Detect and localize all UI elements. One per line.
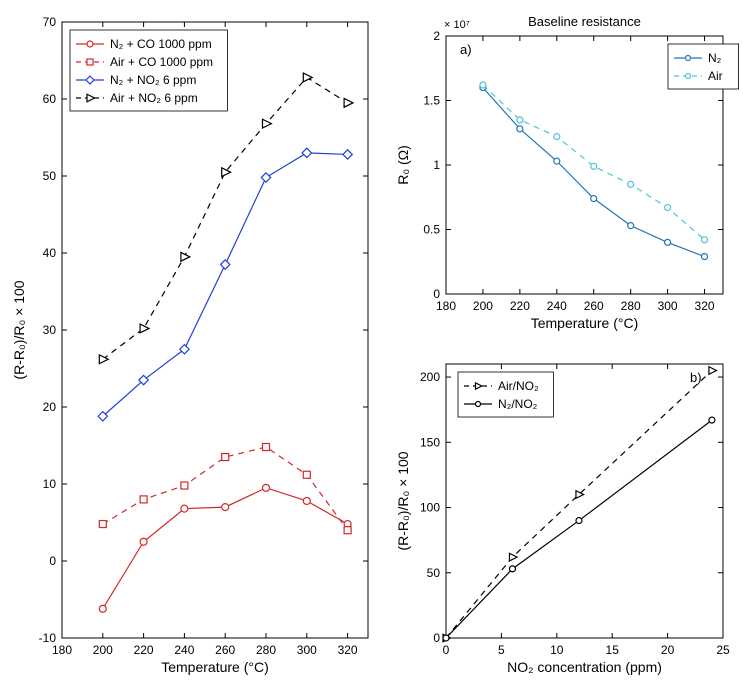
svg-text:1: 1 [433, 158, 440, 172]
svg-text:NO₂ concentration (ppm): NO₂ concentration (ppm) [507, 659, 662, 675]
svg-text:10: 10 [550, 643, 564, 657]
svg-text:(R-R₀)/R₀ × 100: (R-R₀)/R₀ × 100 [11, 280, 27, 379]
svg-text:50: 50 [427, 566, 441, 580]
svg-text:× 10⁷: × 10⁷ [444, 19, 470, 31]
svg-text:(R-R₀)/R₀ × 100: (R-R₀)/R₀ × 100 [395, 451, 411, 550]
svg-text:180: 180 [52, 643, 72, 657]
svg-text:Air + CO 1000 ppm: Air + CO 1000 ppm [110, 55, 213, 69]
svg-text:10: 10 [43, 477, 57, 491]
svg-text:30: 30 [43, 323, 57, 337]
svg-text:60: 60 [43, 92, 57, 106]
left-chart: 180 200 220 240 260 280 300 320 -10 0 10 20 30 40 50 60… [0, 0, 380, 688]
svg-text:240: 240 [174, 643, 194, 657]
svg-text:320: 320 [338, 643, 358, 657]
svg-text:N₂: N₂ [708, 51, 722, 65]
svg-text:280: 280 [621, 299, 641, 313]
svg-text:0.5: 0.5 [423, 223, 440, 237]
svg-text:0: 0 [433, 631, 440, 645]
svg-text:150: 150 [420, 435, 440, 449]
svg-text:200: 200 [420, 370, 440, 384]
svg-text:100: 100 [420, 501, 440, 515]
svg-text:Air: Air [708, 69, 723, 83]
svg-text:300: 300 [658, 299, 678, 313]
right-bottom-chart: 0 5 10 15 20 25 0 50 100 150 200 NO₂ concentration … [380, 344, 743, 688]
svg-text:20: 20 [661, 643, 675, 657]
figure-container: 180200220240260280300320-100102030405060… [0, 0, 743, 688]
svg-text:220: 220 [510, 299, 530, 313]
svg-text:N₂ + CO 1000 ppm: N₂ + CO 1000 ppm [110, 37, 212, 51]
svg-text:a): a) [460, 42, 472, 57]
svg-text:240: 240 [547, 299, 567, 313]
svg-text:70: 70 [43, 15, 57, 29]
svg-text:180: 180 [436, 299, 456, 313]
svg-text:5: 5 [498, 643, 505, 657]
svg-text:320: 320 [695, 299, 715, 313]
svg-text:N₂/NO₂: N₂/NO₂ [498, 397, 538, 411]
svg-text:b): b) [690, 370, 702, 385]
svg-text:25: 25 [716, 643, 730, 657]
svg-text:280: 280 [256, 643, 276, 657]
svg-text:0: 0 [443, 643, 450, 657]
svg-text:50: 50 [43, 169, 57, 183]
svg-text:200: 200 [473, 299, 493, 313]
svg-text:Temperature (°C): Temperature (°C) [161, 659, 269, 675]
svg-text:Baseline resistance: Baseline resistance [528, 14, 641, 29]
svg-text:Temperature (°C): Temperature (°C) [531, 315, 639, 331]
svg-text:2: 2 [433, 29, 440, 43]
svg-text:0: 0 [49, 554, 56, 568]
svg-text:1.5: 1.5 [423, 94, 440, 108]
svg-text:40: 40 [43, 246, 57, 260]
svg-text:260: 260 [215, 643, 235, 657]
svg-text:0: 0 [433, 287, 440, 301]
svg-text:200: 200 [93, 643, 113, 657]
svg-text:220: 220 [134, 643, 154, 657]
svg-text:N₂ + NO₂ 6 ppm: N₂ + NO₂ 6 ppm [110, 73, 196, 87]
svg-text:260: 260 [584, 299, 604, 313]
svg-text:20: 20 [43, 400, 57, 414]
right-top-chart: 180 200 220 240 260 280 300 320 0 0.5 1 1.5 2 Tempera… [380, 0, 743, 344]
svg-text:Air + NO₂ 6 ppm: Air + NO₂ 6 ppm [110, 91, 198, 105]
svg-text:300: 300 [297, 643, 317, 657]
svg-text:Air/NO₂: Air/NO₂ [498, 379, 539, 393]
svg-text:15: 15 [606, 643, 620, 657]
svg-text:-10: -10 [39, 631, 57, 645]
svg-text:R₀ (Ω): R₀ (Ω) [395, 145, 411, 185]
